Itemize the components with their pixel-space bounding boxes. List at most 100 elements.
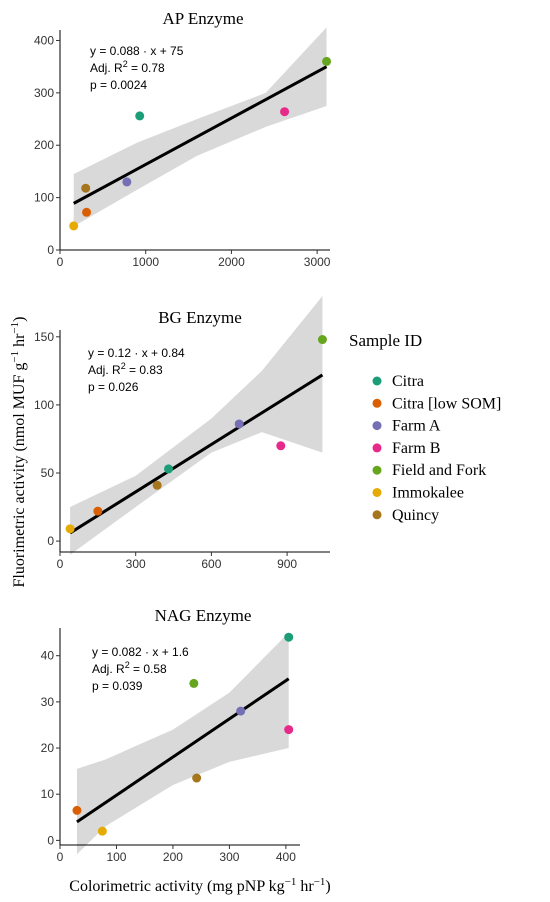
bg-x-tick-label: 0 <box>57 557 64 571</box>
legend-label: Citra <box>392 373 424 390</box>
bg-y-tick-label: 100 <box>34 398 54 412</box>
y-axis-label: Fluorimetric activity (nmol MUF g−1 hr−1… <box>9 317 28 588</box>
nag-equation: y = 0.082 · x + 1.6 <box>92 645 189 659</box>
legend-swatch <box>372 465 382 475</box>
legend-label: Citra [low SOM] <box>392 395 501 412</box>
bg-axes: 0 300 600 900 0 50 100 150 <box>34 330 330 571</box>
bg-point-citra-low-som <box>93 506 103 516</box>
ap-point-field-and-fork <box>322 56 332 66</box>
x-axis-label: Colorimetric activity (mg pNP kg−1 hr−1) <box>69 876 330 895</box>
bg-pvalue: p = 0.026 <box>88 380 139 394</box>
nag-enzyme-title: NAG Enzyme <box>155 606 252 625</box>
nag-r2: Adj. R2 = 0.58 <box>92 660 167 676</box>
nag-point-citra-low-som <box>72 805 82 815</box>
bg-y-tick-label: 0 <box>47 534 54 548</box>
bg-x-tick-label: 900 <box>277 557 297 571</box>
nag-band-area <box>76 632 289 855</box>
legend-label: Quincy <box>392 507 439 524</box>
ap-y-tick-label: 200 <box>34 138 54 152</box>
ap-enzyme-title: AP Enzyme <box>162 9 243 28</box>
ap-points <box>69 56 332 231</box>
ap-x-tick-label: 3000 <box>304 255 331 269</box>
nag-confidence-band <box>76 632 289 855</box>
ap-y-tick-label: 0 <box>47 243 54 257</box>
ap-y-tick-label: 300 <box>34 86 54 100</box>
bg-regression-line <box>69 373 324 535</box>
ap-point-citra-low-som <box>82 207 92 217</box>
nag-y-tick-label: 10 <box>41 787 55 801</box>
legend-swatch <box>372 398 382 408</box>
bg-band-area <box>70 295 323 555</box>
ap-axes: 0 1000 2000 3000 0 100 200 300 400 <box>34 30 331 269</box>
ap-annotation: y = 0.088 · x + 75 Adj. R2 = 0.78 p = 0.… <box>90 44 184 92</box>
legend-title: Sample ID <box>349 331 422 350</box>
ap-point-quincy <box>81 183 91 193</box>
ap-point-farm-a <box>122 177 132 187</box>
bg-point-field-and-fork <box>317 335 327 345</box>
nag-x-tick-label: 300 <box>219 850 239 864</box>
ap-point-citra <box>135 111 145 121</box>
nag-y-tick-label: 30 <box>41 695 55 709</box>
ap-x-tick-label: 0 <box>57 255 64 269</box>
nag-annotation: y = 0.082 · x + 1.6 Adj. R2 = 0.58 p = 0… <box>92 645 189 693</box>
bg-x-tick-label: 300 <box>126 557 146 571</box>
legend-swatch <box>372 421 382 431</box>
nag-x-tick-label: 0 <box>57 850 64 864</box>
ap-x-tick-label: 2000 <box>218 255 245 269</box>
bg-equation: y = 0.12 · x + 0.84 <box>88 346 185 360</box>
nag-y-tick-label: 40 <box>41 649 55 663</box>
nag-points <box>72 632 294 836</box>
legend-swatch <box>372 510 382 520</box>
nag-point-farm-b <box>284 725 294 735</box>
bg-confidence-band <box>70 295 323 555</box>
bg-enzyme-title: BG Enzyme <box>158 308 242 327</box>
bg-point-farm-b <box>276 441 286 451</box>
nag-x-tick-label: 100 <box>106 850 126 864</box>
nag-point-citra <box>284 632 294 642</box>
ap-confidence-band <box>73 27 327 227</box>
legend-label: Field and Fork <box>392 462 486 479</box>
legend-label: Farm B <box>392 440 440 457</box>
ap-point-immokalee <box>69 221 79 231</box>
bg-point-quincy <box>152 480 162 490</box>
legend: Sample ID Citra Citra [low SOM] Farm A Farm… <box>349 331 501 524</box>
nag-enzyme-panel: NAG Enzyme 0 100 200 300 400 0 10 20 30 40 y = 0.… <box>41 606 300 864</box>
bg-point-citra <box>164 464 174 474</box>
ap-y-tick-label: 400 <box>34 33 54 47</box>
bg-fit-line <box>69 373 324 535</box>
legend-label: Farm A <box>392 418 441 435</box>
ap-enzyme-panel: AP Enzyme 0 1000 2000 3000 0 100 200 300 400 y =… <box>34 9 332 269</box>
bg-y-tick-label: 150 <box>34 330 54 344</box>
legend-swatch <box>372 443 382 453</box>
ap-fit-line <box>73 65 328 205</box>
ap-r2: Adj. R2 = 0.78 <box>90 59 165 75</box>
bg-annotation: y = 0.12 · x + 0.84 Adj. R2 = 0.83 p = 0… <box>88 346 185 394</box>
ap-equation: y = 0.088 · x + 75 <box>90 44 184 58</box>
nag-point-immokalee <box>97 826 107 836</box>
legend-swatch <box>372 376 382 386</box>
legend-items: Citra Citra [low SOM] Farm A Farm B Field an… <box>372 373 501 524</box>
nag-x-tick-label: 400 <box>276 850 296 864</box>
nag-pvalue: p = 0.039 <box>92 679 143 693</box>
nag-point-farm-a <box>236 706 246 716</box>
nag-x-tick-label: 200 <box>163 850 183 864</box>
ap-pvalue: p = 0.0024 <box>90 78 147 92</box>
bg-y-tick-label: 50 <box>41 466 55 480</box>
ap-regression-line <box>73 65 328 205</box>
bg-enzyme-panel: BG Enzyme 0 300 600 900 0 50 100 150 y = 0.12 ·… <box>34 295 330 571</box>
legend-label: Immokalee <box>392 485 464 502</box>
legend-swatch <box>372 488 382 497</box>
ap-point-farm-b <box>280 107 290 117</box>
ap-y-tick-label: 100 <box>34 191 54 205</box>
bg-r2: Adj. R2 = 0.83 <box>88 361 163 377</box>
ap-x-tick-label: 1000 <box>132 255 159 269</box>
nag-y-tick-label: 20 <box>41 741 55 755</box>
nag-axes: 0 100 200 300 400 0 10 20 30 40 <box>41 628 300 864</box>
bg-points <box>65 335 327 534</box>
bg-x-tick-label: 600 <box>201 557 221 571</box>
nag-fit-line <box>76 677 290 824</box>
ap-band-area <box>73 27 327 227</box>
bg-point-immokalee <box>65 524 75 534</box>
nag-point-quincy <box>192 773 202 783</box>
